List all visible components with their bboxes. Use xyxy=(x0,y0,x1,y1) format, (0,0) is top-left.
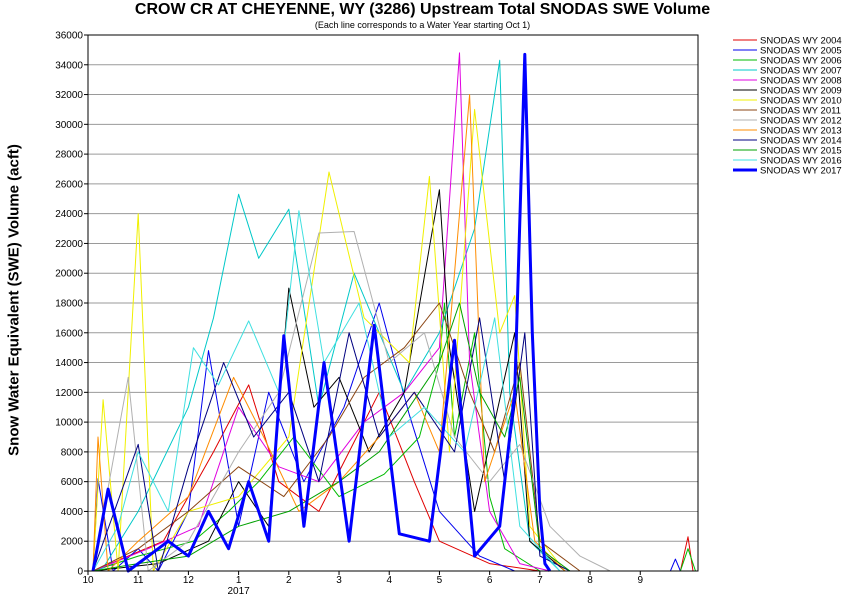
y-tick-label: 10000 xyxy=(55,418,83,429)
y-tick-label: 0 xyxy=(77,567,83,578)
x-tick-label: 9 xyxy=(637,575,643,586)
legend-label: SNODAS WY 2009 xyxy=(760,86,842,97)
legend-label: SNODAS WY 2008 xyxy=(760,76,842,87)
y-tick-labels: 0 2000 4000 6000 8000 10000 12000 14000 16000 180… xyxy=(55,31,88,578)
x-tick-label: 10 xyxy=(82,575,94,586)
legend-label: SNODAS WY 2016 xyxy=(760,156,842,167)
y-tick-label: 6000 xyxy=(61,477,84,488)
series-line xyxy=(92,52,551,572)
y-tick-label: 30000 xyxy=(55,120,83,131)
x-tick-label: 8 xyxy=(587,575,593,586)
y-tick-label: 12000 xyxy=(55,388,83,399)
y-tick-label: 8000 xyxy=(61,447,84,458)
x-tick-label: 4 xyxy=(386,575,392,586)
series-line xyxy=(92,302,696,572)
x-tick-label: 5 xyxy=(437,575,443,586)
grid-lines xyxy=(88,34,698,572)
y-tick-label: 28000 xyxy=(55,150,83,161)
series-line xyxy=(92,302,581,572)
x-tick-label: 2 xyxy=(286,575,292,586)
y-tick-label: 14000 xyxy=(55,358,83,369)
legend-label: SNODAS WY 2004 xyxy=(760,36,842,47)
legend-label: SNODAS WY 2007 xyxy=(760,66,842,77)
legend-label: SNODAS WY 2006 xyxy=(760,56,842,67)
legend-label: SNODAS WY 2005 xyxy=(760,46,842,57)
y-tick-label: 36000 xyxy=(55,31,83,42)
legend-label: SNODAS WY 2012 xyxy=(760,116,842,127)
chart-subtitle: (Each line corresponds to a Water Year s… xyxy=(314,20,531,30)
series-line xyxy=(92,317,571,572)
y-tick-label: 4000 xyxy=(61,507,84,518)
x-tick-label: 6 xyxy=(487,575,493,586)
x-tick-label: 3 xyxy=(336,575,342,586)
legend-label: SNODAS WY 2014 xyxy=(760,136,842,147)
x-tick-label: 1 xyxy=(236,575,242,586)
y-tick-label: 32000 xyxy=(55,90,83,101)
series-line xyxy=(92,108,566,572)
y-tick-label: 16000 xyxy=(55,328,83,339)
x-tick-label: 11 xyxy=(133,575,144,586)
y-tick-label: 22000 xyxy=(55,239,83,250)
x-year-label: 2017 xyxy=(227,586,250,597)
x-tick-label: 7 xyxy=(537,575,543,586)
legend-label: SNODAS WY 2017 xyxy=(760,166,842,177)
series-lines xyxy=(91,52,696,573)
chart-title: CROW CR AT CHEYENNE, WY (3286) Upstream … xyxy=(134,1,711,18)
x-tick-label: 12 xyxy=(183,575,195,586)
y-tick-label: 26000 xyxy=(55,179,83,190)
y-tick-label: 2000 xyxy=(61,537,84,548)
legend-label: SNODAS WY 2015 xyxy=(760,146,842,157)
legend-label: SNODAS WY 2011 xyxy=(760,106,841,117)
x-tick-labels: 10 11 12 1 2 3 4 5 6 7 8 9 xyxy=(82,571,643,586)
y-tick-label: 20000 xyxy=(55,269,83,280)
y-tick-label: 24000 xyxy=(55,209,83,220)
y-tick-label: 34000 xyxy=(55,60,83,71)
series-line xyxy=(92,189,566,572)
series-line xyxy=(92,210,561,572)
legend-label: SNODAS WY 2010 xyxy=(760,96,842,107)
legend-label: SNODAS WY 2013 xyxy=(760,126,842,137)
series-line xyxy=(91,52,552,573)
y-tick-label: 18000 xyxy=(55,299,83,310)
